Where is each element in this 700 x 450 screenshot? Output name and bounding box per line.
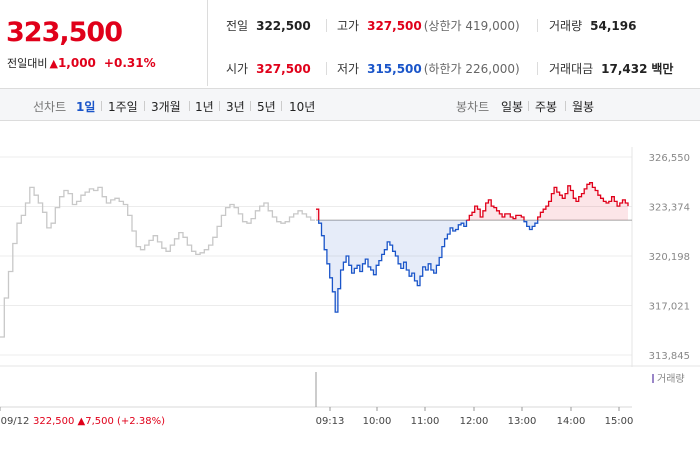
stat-label: 시가 (226, 62, 249, 76)
prev-day-series (0, 186, 315, 338)
tab-monthly-candle[interactable]: 월봉 (572, 100, 595, 114)
stat-sub: (하한가 226,000) (423, 62, 520, 76)
stat-value: 327,500 (367, 19, 422, 33)
up-line (466, 199, 525, 221)
prev-day-summary: 322,500 ▲7,500 (+2.38%) (33, 416, 165, 427)
divider (326, 19, 327, 32)
stat-value: 327,500 (256, 62, 311, 76)
stat-label: 고가 (337, 19, 360, 33)
divider (537, 19, 538, 32)
down-line (523, 220, 539, 231)
stat-volume: 거래량 54,196 (549, 17, 636, 34)
change-row: 전일대비 ▲1,000 +0.31% (7, 55, 156, 71)
tab-1year[interactable]: 1년 (195, 100, 214, 114)
tab-1week[interactable]: 1주일 (108, 100, 138, 114)
tab-10years[interactable]: 10년 (289, 100, 316, 114)
x-tick-label-prev: 09/12 (1, 416, 30, 427)
tab-3months[interactable]: 3개월 (151, 100, 181, 114)
y-tick-label: 320,198 (649, 252, 690, 263)
tab-weekly-candle[interactable]: 주봉 (535, 100, 558, 114)
tab-1day[interactable]: 1일 (76, 100, 96, 114)
divider (219, 101, 220, 111)
divider (101, 101, 102, 111)
volume-panel: 거래량 (0, 365, 700, 408)
tab-5years[interactable]: 5년 (257, 100, 276, 114)
stat-prev-close: 전일 322,500 (226, 17, 311, 34)
stat-amount: 거래대금 17,432 백만 (549, 60, 673, 77)
stat-sub: (상한가 419,000) (423, 19, 520, 33)
tab-daily-candle[interactable]: 일봉 (501, 100, 524, 114)
price-summary: 323,500 전일대비 ▲1,000 +0.31% (0, 0, 208, 86)
stat-label: 거래량 (549, 19, 583, 33)
stat-label: 거래대금 (549, 62, 594, 76)
y-tick-label: 313,845 (649, 351, 690, 362)
up-area (316, 209, 319, 221)
down-area (318, 220, 467, 313)
divider (565, 101, 566, 111)
period-tab-bar: 선차트 1일 1주일 3개월 1년 3년 5년 10년 봉차트 일봉 주봉 월봉 (0, 88, 700, 121)
candle-chart-label: 봉차트 (456, 100, 490, 114)
line-chart-label: 선차트 (33, 100, 67, 114)
tab-3years[interactable]: 3년 (226, 100, 245, 114)
x-tick-label: 15:00 (605, 416, 634, 427)
divider (250, 101, 251, 111)
divider (189, 101, 190, 111)
up-area (537, 182, 628, 221)
change-percent: +0.31% (103, 56, 156, 70)
current-price: 323,500 (6, 17, 123, 48)
divider (144, 101, 145, 111)
y-tick-label: 326,550 (649, 153, 690, 164)
volume-legend-label: 거래량 (657, 373, 685, 385)
x-tick-label: 12:00 (460, 416, 489, 427)
stat-value: 322,500 (256, 19, 311, 33)
divider (537, 62, 538, 75)
change-value: 1,000 (57, 56, 96, 70)
divider (528, 101, 529, 111)
x-tick-label: 10:00 (363, 416, 392, 427)
y-tick-label: 317,021 (649, 302, 690, 313)
change-label: 전일대비 (7, 57, 48, 70)
prev-day-line (0, 186, 315, 338)
x-tick-label: 11:00 (411, 416, 440, 427)
up-line (316, 208, 320, 221)
stat-value: 315,500 (367, 62, 422, 76)
down-line (318, 220, 468, 313)
divider (326, 62, 327, 75)
stat-high: 고가 327,500 (상한가 419,000) (337, 17, 520, 34)
y-axis: 326,550 323,374 320,198 317,021 313,845 (649, 153, 690, 362)
stat-unit: 백만 (651, 62, 674, 76)
up-line (537, 182, 629, 221)
stat-low: 저가 315,500 (하한가 226,000) (337, 60, 520, 77)
up-arrow-icon: ▲ (49, 57, 58, 70)
x-tick-label: 14:00 (557, 416, 586, 427)
prev-day-label: 322,500 ▲7,500 (+2.38%) (33, 416, 165, 427)
volume-legend-icon (652, 374, 654, 383)
chart-grid (0, 147, 633, 367)
down-area (524, 220, 538, 230)
stat-label: 저가 (337, 62, 360, 76)
stat-label: 전일 (226, 19, 249, 33)
stat-open: 시가 327,500 (226, 60, 311, 77)
today-series (316, 182, 629, 313)
up-area (466, 199, 524, 221)
x-axis: 09/12 09:13 10:00 11:00 12:00 13:00 14:00 15:00 (0, 407, 633, 427)
x-tick-label: 09:13 (316, 416, 345, 427)
stat-value: 17,432 (601, 62, 648, 76)
y-tick-label: 323,374 (649, 203, 690, 214)
divider (281, 101, 282, 111)
today-fill (316, 182, 628, 313)
stat-value: 54,196 (590, 19, 637, 33)
x-tick-label: 13:00 (508, 416, 537, 427)
